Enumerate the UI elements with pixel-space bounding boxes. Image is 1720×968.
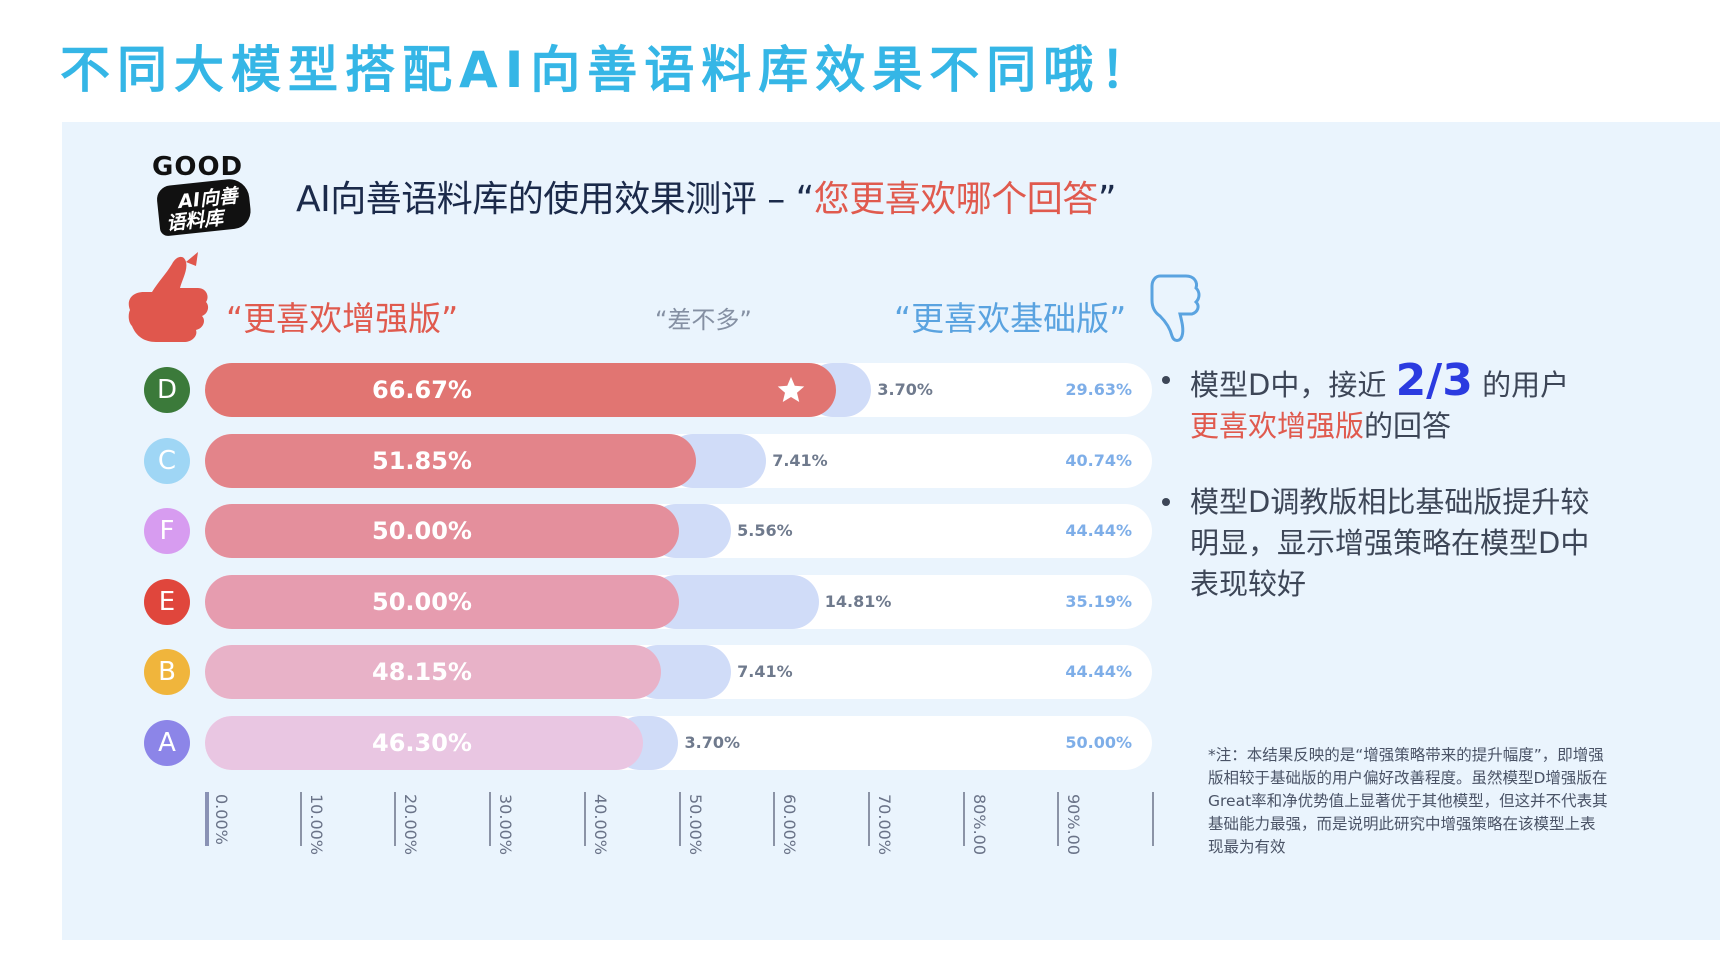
label-base-a: 50.00%	[1065, 733, 1132, 752]
label-same-f: 5.56%	[737, 521, 793, 540]
axis-tick-label-1: 10.00%	[307, 794, 326, 856]
bar-enhanced-d	[205, 363, 837, 417]
bullet2-text: 模型D调教版相比基础版提升较明显，显示增强策略在模型D中表现较好	[1190, 485, 1590, 601]
bar-row-f	[205, 504, 1152, 558]
axis-tick-label-5: 50.00%	[686, 794, 705, 856]
label-enhanced-c: 51.85%	[372, 447, 472, 475]
axis-tick-label-7: 70.00%	[875, 794, 894, 856]
label-base-d: 29.63%	[1065, 380, 1132, 399]
subtitle-quote: 您更喜欢哪个回答	[813, 179, 1099, 220]
label-same-b: 7.41%	[737, 662, 793, 681]
header-base: “更喜欢基础版”	[894, 299, 1127, 338]
model-badge-f: F	[144, 508, 190, 554]
axis-tick-label-2: 20.00%	[401, 794, 420, 856]
bullet1-red: 更喜欢增强版	[1190, 409, 1365, 443]
bullet1-pre: 模型D中，接近	[1190, 368, 1396, 402]
thumbs-up-icon	[128, 252, 209, 342]
label-base-b: 44.44%	[1065, 662, 1132, 681]
axis-tick-7	[868, 792, 870, 846]
insight-bullet-2: 模型D调教版相比基础版提升较明显，显示增强策略在模型D中表现较好	[1162, 482, 1610, 605]
subtitle-prefix: AI向善语料库的使用效果测评 – “	[296, 179, 814, 220]
label-base-c: 40.74%	[1065, 451, 1132, 470]
bullet-dot	[1162, 376, 1170, 384]
axis-tick-label-0: 0.00%	[212, 794, 231, 845]
bar-row-e	[205, 575, 1152, 629]
insight-bullet-1: 模型D中，接近 2/3 的用户 更喜欢增强版的回答	[1162, 359, 1610, 447]
label-enhanced-d: 66.67%	[372, 376, 472, 404]
model-badge-e: E	[144, 579, 190, 625]
axis-tick-5	[679, 792, 681, 846]
axis-tick-label-4: 40.00%	[591, 794, 610, 856]
bar-enhanced-b	[205, 645, 661, 699]
bar-row-d	[205, 363, 1152, 417]
bullet-dot	[1162, 498, 1170, 506]
label-enhanced-f: 50.00%	[372, 517, 472, 545]
axis-tick-6	[773, 792, 775, 846]
footnote: *注：本结果反映的是“增强策略带来的提升幅度”，即增强版相较于基础版的用户偏好改…	[1208, 746, 1608, 856]
model-badge-b: B	[144, 649, 190, 695]
axis-tick-label-3: 30.00%	[496, 794, 515, 856]
label-same-c: 7.41%	[772, 451, 828, 470]
bar-enhanced-f	[205, 504, 679, 558]
axis-tick-label-9: 90%.00	[1064, 794, 1083, 856]
bullet1-post: 的用户	[1472, 368, 1570, 402]
model-badge-a: A	[144, 720, 190, 766]
model-badge-c: C	[144, 438, 190, 484]
label-enhanced-e: 50.00%	[372, 588, 472, 616]
label-base-e: 35.19%	[1065, 592, 1132, 611]
axis-tick-4	[584, 792, 586, 846]
chart-subtitle: AI向善语料库的使用效果测评 – “您更喜欢哪个回答”	[296, 170, 1116, 222]
good-logo: GOOD AI向善 语料库	[152, 152, 260, 237]
axis-tick-1	[300, 792, 302, 846]
axis-tick-0	[205, 792, 209, 846]
bar-row-c	[205, 434, 1152, 488]
label-enhanced-a: 46.30%	[372, 729, 472, 757]
model-badge-d: D	[144, 367, 190, 413]
bar-enhanced-e	[205, 575, 679, 629]
bar-enhanced-c	[205, 434, 697, 488]
bar-row-b	[205, 645, 1152, 699]
axis-tick-label-8: 80%.00	[970, 794, 989, 856]
axis-tick-label-6: 60.00%	[780, 794, 799, 856]
label-base-f: 44.44%	[1065, 521, 1132, 540]
subtitle-suffix: ”	[1097, 179, 1117, 220]
label-same-e: 14.81%	[824, 592, 892, 611]
label-same-d: 3.70%	[877, 380, 933, 399]
label-enhanced-b: 48.15%	[372, 658, 472, 686]
label-same-a: 3.70%	[684, 733, 741, 752]
axis-tick-3	[489, 792, 491, 846]
axis-tick-end	[1152, 792, 1154, 846]
bullet1-tail: 的回答	[1364, 409, 1452, 443]
page-headline: 不同大模型搭配AI向善语料库效果不同哦！	[60, 41, 1158, 99]
header-same: “差不多”	[655, 306, 752, 334]
star-icon	[778, 376, 805, 402]
bar-row-a	[205, 716, 1152, 770]
bullet1-fraction: 2/3	[1395, 355, 1473, 406]
axis-tick-8	[963, 792, 965, 846]
thumbs-down-icon	[1150, 274, 1201, 342]
axis-tick-9	[1057, 792, 1059, 846]
axis-tick-2	[394, 792, 396, 846]
logo-good-text: GOOD	[152, 152, 244, 182]
bar-enhanced-a	[205, 716, 644, 770]
header-enhanced: “更喜欢增强版”	[226, 299, 459, 338]
